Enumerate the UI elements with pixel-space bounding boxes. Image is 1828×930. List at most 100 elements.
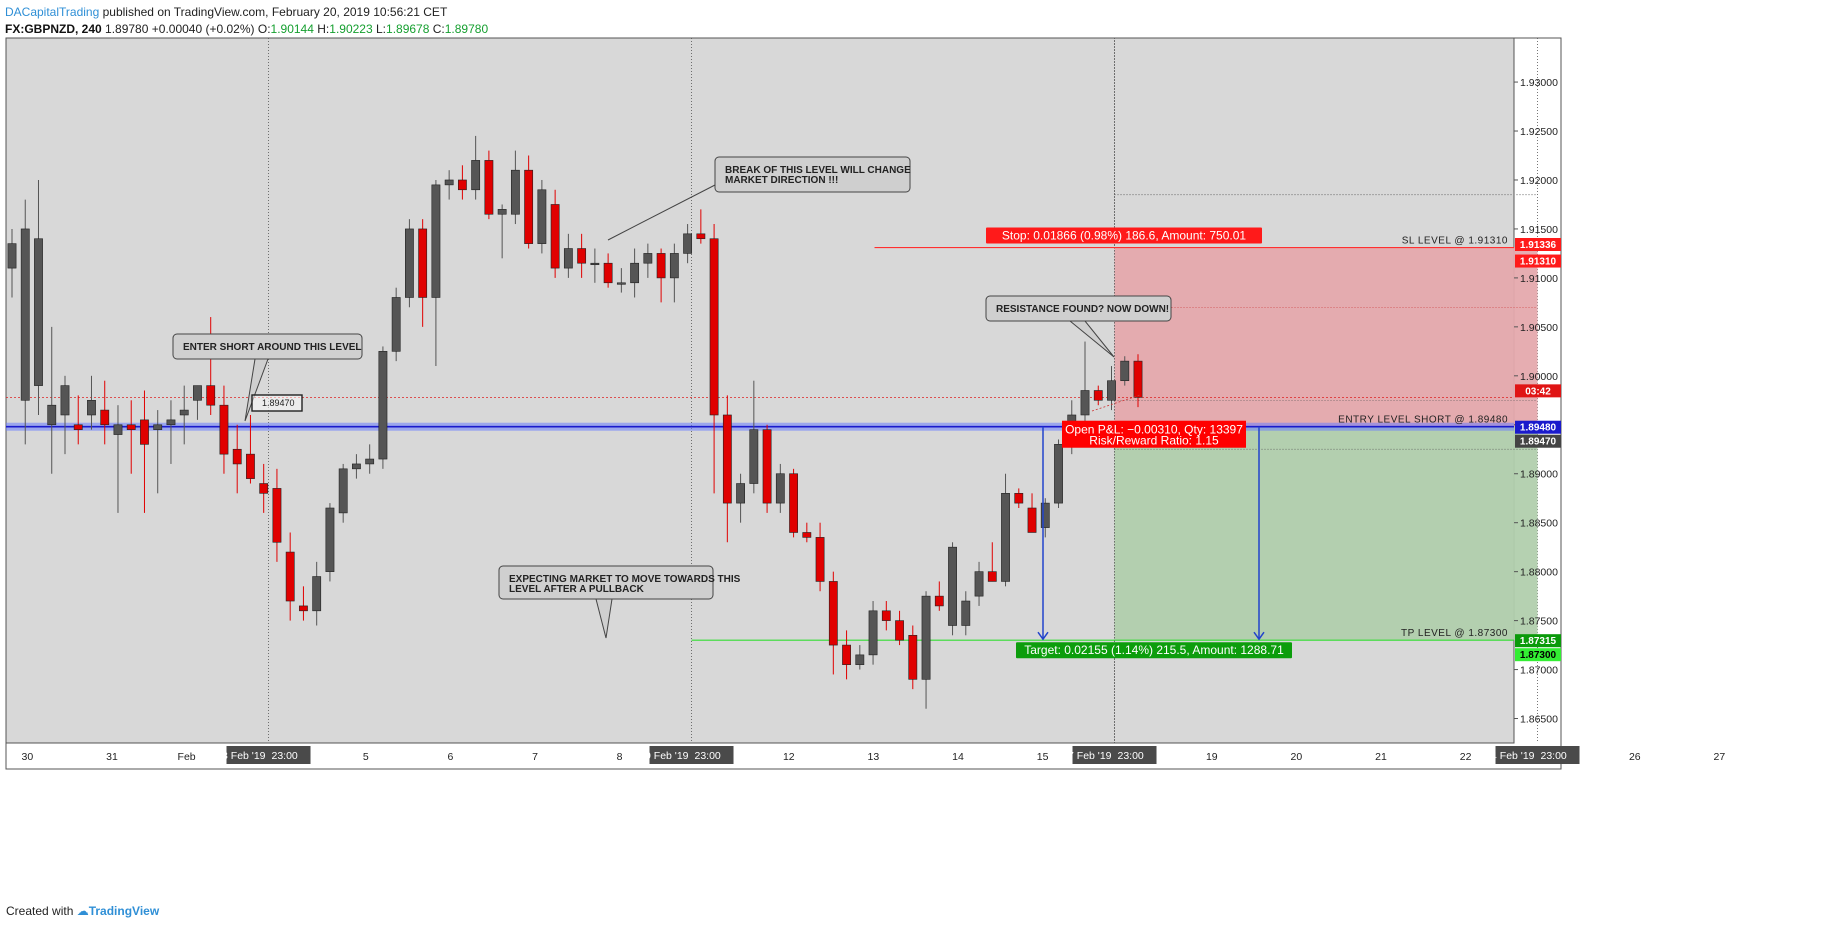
candle-77 [1027,493,1037,533]
candle-65 [868,601,878,665]
candle-48 [643,243,653,278]
rr-label: Risk/Reward Ratio: 1.15 [1089,434,1219,448]
candle-49 [656,248,666,303]
candle-body [789,473,798,533]
y-tick-label-10: 1.88000 [1520,567,1558,579]
date-marker-0-time: 23:00 [272,750,298,762]
date-marker-3-time: 23:00 [1541,750,1567,762]
candle-body [405,228,414,298]
candle-body [881,610,891,621]
x-tick-label-5: 7 [532,751,538,763]
high-label: H: [317,22,330,36]
candle-body [100,409,110,426]
candle-24 [325,503,335,582]
candle-body [113,424,123,435]
candle-25 [338,463,348,523]
target-arrow-2-head [1253,631,1265,641]
candle-74 [987,542,997,582]
candle-body [1040,502,1050,528]
candle-4 [60,375,70,455]
chart-header: DACapitalTrading published on TradingVie… [5,4,1815,38]
candle-38 [510,150,520,225]
candle-body [921,595,931,680]
open-label: O: [257,22,271,36]
candle-body [140,419,149,445]
candle-20 [272,468,282,562]
candle-33 [444,170,454,200]
candle-12 [166,400,176,464]
candle-11 [153,410,163,494]
entry-rect-label: 1.89470 [262,398,295,408]
candle-body [669,253,679,279]
candle-body [895,620,904,641]
callout-3-text-0: EXPECTING MARKET TO MOVE TOWARDS THIS [509,574,741,585]
candle-37 [497,204,507,259]
entry-axis-tag-2: 1.89470 [1520,437,1557,448]
candle-62 [828,571,838,675]
y-tick-label-4: 1.91000 [1520,273,1558,285]
candle-56 [749,380,759,494]
candle-body [590,262,600,266]
candle-72 [961,591,971,636]
author-link[interactable]: DACapitalTrading [5,5,100,19]
candle-52 [696,209,706,244]
candle-body [206,385,216,406]
entry-axis-tag-1: 1.89480 [1520,423,1557,434]
target-arrow-1-head [1037,631,1049,641]
candle-body [193,385,202,401]
candle-47 [630,248,640,298]
symbol-label[interactable]: FX:GBPNZD, 240 [5,22,102,36]
x-tick-label-4: 6 [447,751,453,763]
candle-36 [484,150,494,220]
candle-82 [1093,385,1103,406]
candle-15 [206,317,216,415]
entry-level-caption: ENTRY LEVEL SHORT @ 1.89480 [1338,415,1508,426]
candle-body [842,644,851,665]
candle-29 [391,287,401,362]
candle-body [987,571,997,582]
pnl-label-bg [1062,420,1246,448]
date-marker-3-bg [1495,746,1580,764]
candle-body [325,507,335,572]
candle-body [722,414,732,504]
tradingview-brand[interactable]: TradingView [88,904,160,918]
candle-61 [815,522,825,592]
created-with-text: Created with [6,904,74,918]
tp-axis-tag-2-bg [1515,648,1561,662]
candle-83 [1107,366,1116,411]
price-change: +0.00040 (+0.02%) [151,22,255,36]
low-label: L: [376,22,387,36]
candle-45 [603,253,613,288]
callout-2-text-0: RESISTANCE FOUND? NOW DOWN! [996,304,1169,315]
candle-body [246,453,255,479]
candle-body [126,424,136,430]
publish-line: DACapitalTrading published on TradingVie… [5,4,1815,21]
x-tick-label-14: 22 [1460,751,1472,763]
candle-70 [934,581,944,611]
candle-53 [709,224,719,494]
candle-body [179,409,189,416]
candle-body [352,463,361,470]
callout-1-text-1: MARKET DIRECTION !!! [725,175,838,186]
candle-body [87,399,96,416]
candle-54 [722,395,732,543]
candle-body [272,488,282,543]
x-tick-label-16: 27 [1714,751,1726,763]
x-tick-label-3: 5 [363,751,369,763]
candle-body [550,204,560,269]
sl-axis-tag-2-bg [1515,254,1561,268]
candle-3 [47,326,57,474]
candle-9 [126,400,136,474]
candle-27 [365,444,375,474]
candle-body [1027,507,1037,533]
candles [7,135,1143,709]
callout-0-box [172,333,363,360]
candle-28 [378,346,388,469]
candle-26 [352,454,361,479]
candle-body [60,385,70,416]
y-tick-label-1: 1.92500 [1520,126,1558,138]
sl-axis-tag-2: 1.91310 [1520,257,1557,268]
candle-body [1093,390,1103,401]
date-marker-1-time: 23:00 [695,750,721,762]
